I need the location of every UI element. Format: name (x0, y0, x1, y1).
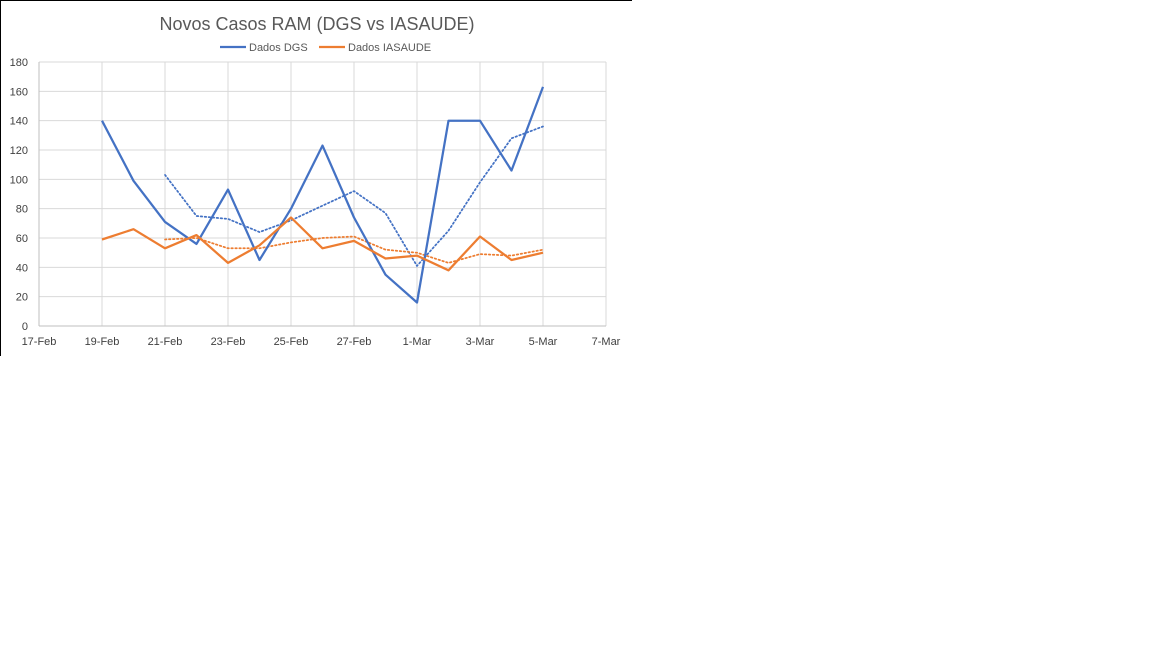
x-tick-label: 23-Feb (211, 336, 246, 348)
y-tick-label: 20 (16, 292, 28, 304)
axes (38, 62, 606, 327)
y-tick-label: 40 (16, 262, 28, 274)
y-tick-label: 0 (22, 321, 28, 333)
trendlines (164, 125, 544, 268)
x-tick-label: 7-Mar (592, 336, 621, 348)
series-line-dgs (101, 86, 545, 304)
legend: Dados DGS Dados IASAUDE (220, 42, 431, 54)
x-tick-label: 17-Feb (22, 336, 57, 348)
x-tick-label: 21-Feb (148, 336, 183, 348)
series-lines (101, 86, 545, 304)
y-tick-label: 160 (10, 86, 28, 98)
legend-label-iasaude: Dados IASAUDE (348, 42, 431, 54)
x-tick-label: 25-Feb (274, 336, 309, 348)
x-tick-label: 3-Mar (466, 336, 495, 348)
y-tick-label: 80 (16, 204, 28, 216)
y-tick-label: 180 (10, 57, 28, 69)
y-tick-label: 100 (10, 174, 28, 186)
tick-labels: 0 20 40 60 80 100 120 140 160 180 17-Feb 19-Feb 21-F… (10, 57, 621, 348)
trendline-iasaude (164, 235, 544, 264)
legend-label-dgs: Dados DGS (249, 42, 308, 54)
x-tick-label: 27-Feb (337, 336, 372, 348)
chart-container: Novos Casos RAM (DGS vs IASAUDE) Dados D… (0, 0, 633, 357)
y-tick-label: 120 (10, 145, 28, 157)
line-chart: Novos Casos RAM (DGS vs IASAUDE) Dados D… (1, 1, 633, 357)
y-tick-label: 60 (16, 233, 28, 245)
x-tick-label: 1-Mar (403, 336, 432, 348)
x-tick-label: 19-Feb (85, 336, 120, 348)
y-tick-label: 140 (10, 116, 28, 128)
chart-title: Novos Casos RAM (DGS vs IASAUDE) (159, 14, 474, 34)
series-line-iasaude (101, 216, 544, 272)
trendline-dgs (164, 125, 544, 268)
x-tick-label: 5-Mar (529, 336, 558, 348)
